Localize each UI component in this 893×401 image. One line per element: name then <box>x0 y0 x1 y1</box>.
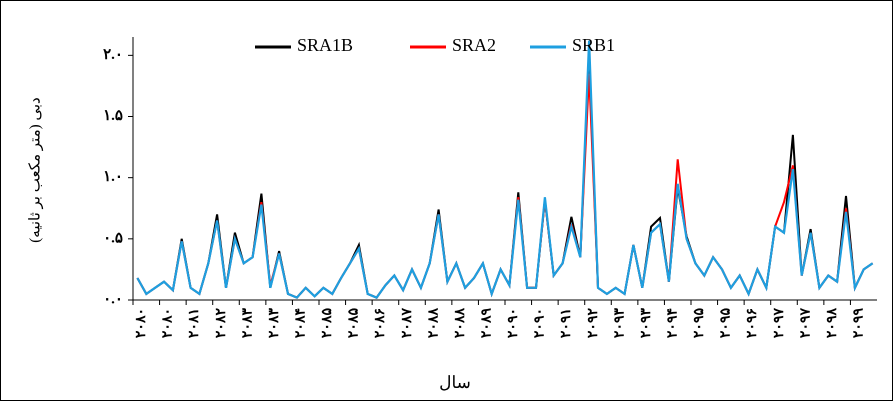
x-tick-label: ۲۰۹۷ <box>798 308 813 339</box>
x-tick-label: ۲۰۹۴ <box>666 308 681 338</box>
x-tick-label: ۲۰۹۲ <box>586 308 601 339</box>
x-tick-label: ۲۰۸۸ <box>453 308 468 339</box>
x-tick-label: ۲۰۸۱ <box>187 308 202 338</box>
y-tick-label: ۲.۰ <box>103 47 123 63</box>
y-tick-label: ۰.۰ <box>103 291 123 307</box>
y-tick-label: ۰.۵ <box>103 230 123 246</box>
x-tick-label: ۲۰۹۳ <box>639 308 654 339</box>
x-tick-label: ۲۰۹۰ <box>506 308 521 338</box>
x-tick-label: ۲۰۹۱ <box>559 308 574 338</box>
x-tick-label: ۲۰۸۲ <box>214 308 229 339</box>
y-tick-label: ۱.۵ <box>103 108 123 124</box>
x-tick-label: ۲۰۸۸ <box>426 308 441 339</box>
x-tick-label: ۲۰۸۵ <box>347 308 362 339</box>
x-tick-label: ۲۰۸۷ <box>400 308 415 339</box>
x-tick-label: ۲۰۸۵ <box>320 308 335 339</box>
x-tick-label: ۲۰۹۸ <box>825 308 840 339</box>
x-tick-label: ۲۰۸۶ <box>373 308 388 338</box>
x-tick-label: ۲۰۹۵ <box>692 308 707 339</box>
x-tick-label: ۲۰۹۰ <box>533 308 548 338</box>
x-tick-label: ۲۰۹۶ <box>745 308 760 338</box>
x-tick-label: ۲۰۹۷ <box>772 308 787 339</box>
legend-label: SRA2 <box>452 35 496 55</box>
x-tick-label: ۲۰۸۳ <box>240 308 255 339</box>
x-tick-label: ۲۰۸۰ <box>161 308 176 338</box>
legend-label: SRA1B <box>297 35 353 55</box>
x-tick-label: ۲۰۸۴ <box>294 308 309 338</box>
y-tick-label: ۱.۰ <box>103 169 123 185</box>
legend-label: SRB1 <box>572 35 615 55</box>
y-axis-title: دبی (متر مکعب بر ثانیه) <box>27 97 43 242</box>
x-tick-label: ۲۰۸۹ <box>480 308 495 339</box>
x-axis-title: سال <box>439 373 471 392</box>
x-tick-label: ۲۰۹۵ <box>719 308 734 339</box>
x-tick-label: ۲۰۸۰ <box>134 308 149 338</box>
x-tick-label: ۲۰۹۳ <box>612 308 627 339</box>
x-tick-label: ۲۰۹۹ <box>852 308 867 339</box>
data-line <box>136 40 874 299</box>
x-tick-label: ۲۰۸۳ <box>267 308 282 339</box>
